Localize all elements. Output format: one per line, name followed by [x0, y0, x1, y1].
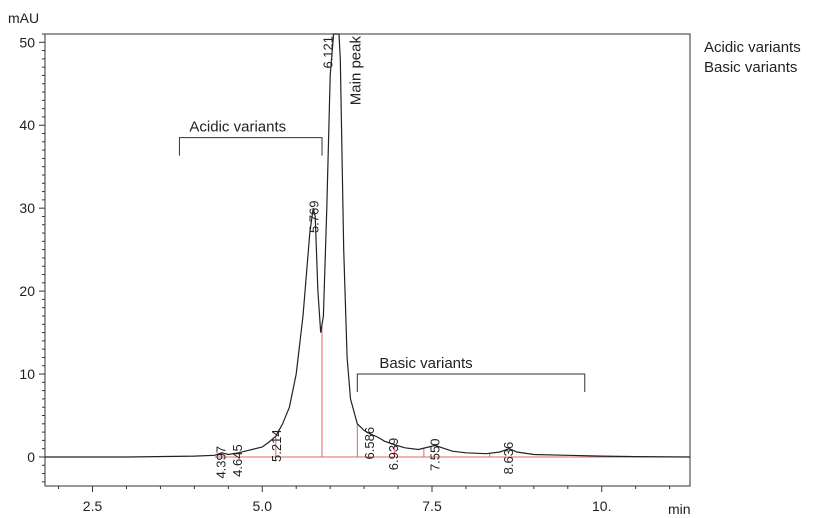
peak-retention-label: 5.214	[269, 429, 284, 462]
plot-frame	[44, 33, 691, 487]
y-tick-label: 40	[19, 117, 35, 133]
y-tick-label: 50	[19, 34, 35, 50]
legend: Acidic variants Basic variants	[704, 38, 801, 78]
peak-retention-label: 8.636	[501, 442, 516, 475]
chromatogram-trace	[45, 33, 691, 458]
peak-retention-label: 6.586	[362, 427, 377, 460]
peak-retention-label: 6.121	[320, 36, 335, 69]
y-axis: 0 10 20 30 40 50	[19, 33, 45, 483]
peak-retention-label: 7.550	[427, 439, 442, 472]
y-tick-label: 30	[19, 200, 35, 216]
peak-retention-label: 4.645	[230, 444, 245, 477]
main-peak-label: Main peak	[348, 36, 365, 106]
y-axis-label: mAU	[8, 10, 39, 26]
peak-retention-label: 5.769	[307, 201, 322, 234]
annotation-group: Main peak Acidic variants Basic variants	[178, 36, 586, 393]
variant-bracket	[356, 373, 586, 393]
peak-label-group: 4.397 4.645 5.214 5.769 6.121 6.586 6.939 7.550…	[213, 36, 516, 479]
x-axis-label: min	[668, 501, 691, 517]
peak-retention-label: 4.397	[213, 446, 228, 479]
variant-bracket-label: Acidic variants	[189, 119, 286, 136]
peak-retention-label: 6.939	[386, 438, 401, 471]
x-tick-label: 5.0	[253, 498, 273, 514]
y-tick-label: 10	[19, 366, 35, 382]
legend-item-acidic: Acidic variants	[704, 39, 801, 56]
peak-marker-group	[221, 324, 491, 457]
variant-bracket-label: Basic variants	[379, 355, 472, 372]
x-axis: 2.5 5.0 7.5 10.	[58, 486, 671, 514]
variant-bracket	[178, 137, 323, 156]
y-tick-label: 20	[19, 283, 35, 299]
x-tick-label: 2.5	[83, 498, 103, 514]
x-tick-label: 10.	[592, 498, 611, 514]
y-tick-label: 0	[27, 449, 35, 465]
legend-item-basic: Basic variants	[704, 59, 798, 76]
x-tick-label: 7.5	[422, 498, 442, 514]
